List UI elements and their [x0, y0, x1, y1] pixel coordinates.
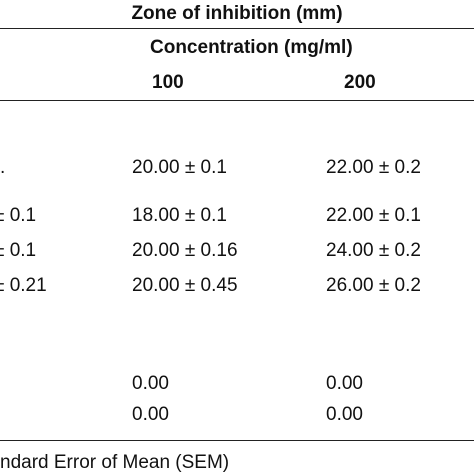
column-header: 100 [152, 72, 184, 93]
cell: 18.00 ± 0.1 [132, 205, 227, 226]
column-group-label: Concentration (mg/ml) [150, 37, 353, 58]
cell: 0.00 [132, 404, 169, 425]
cell-partial: ± 0.21 [0, 275, 47, 296]
rule [0, 100, 474, 101]
cell: 0.00 [326, 404, 363, 425]
cell-partial: ± 0.1 [0, 205, 37, 226]
cell: 22.00 ± 0.2 [326, 157, 421, 178]
cell: 0.00 [326, 373, 363, 394]
rule [0, 440, 474, 441]
cell-partial: ± 0.1 [0, 240, 37, 261]
cell: 26.00 ± 0.2 [326, 275, 421, 296]
column-header: 200 [344, 72, 376, 93]
cell: 22.00 ± 0.1 [326, 205, 421, 226]
table-title: Zone of inhibition (mm) [131, 3, 343, 24]
footnote: ndard Error of Mean (SEM) [0, 452, 230, 473]
cell: 20.00 ± 0.1 [132, 157, 227, 178]
cell-partial: . [0, 157, 6, 178]
cell: 0.00 [132, 373, 169, 394]
rule [0, 28, 474, 29]
cell: 20.00 ± 0.45 [132, 275, 238, 296]
cell: 24.00 ± 0.2 [326, 240, 421, 261]
cell: 20.00 ± 0.16 [132, 240, 238, 261]
